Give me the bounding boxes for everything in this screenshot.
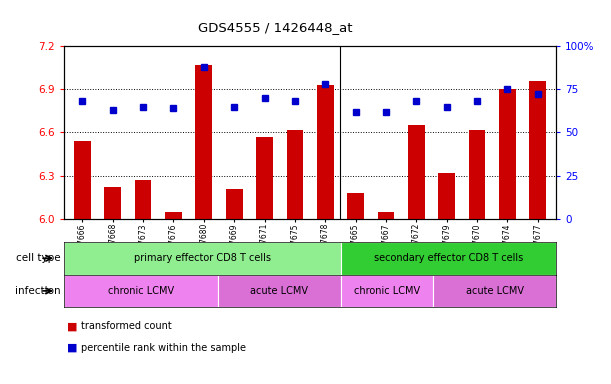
Text: percentile rank within the sample: percentile rank within the sample (81, 343, 246, 353)
Bar (256, 137, 273, 219)
Bar (408, 125, 425, 219)
Bar (218, 275, 341, 307)
Bar (530, 81, 546, 219)
Bar (347, 193, 364, 219)
Text: acute LCMV: acute LCMV (251, 286, 309, 296)
Text: ■: ■ (67, 321, 78, 331)
Bar (341, 242, 556, 275)
Text: primary effector CD8 T cells: primary effector CD8 T cells (134, 253, 271, 263)
Text: transformed count: transformed count (81, 321, 172, 331)
Text: chronic LCMV: chronic LCMV (354, 286, 420, 296)
Bar (438, 173, 455, 219)
Bar (74, 141, 90, 219)
Bar (104, 187, 121, 219)
Bar (317, 85, 334, 219)
Bar (499, 89, 516, 219)
Text: chronic LCMV: chronic LCMV (108, 286, 174, 296)
Text: ■: ■ (67, 343, 78, 353)
Text: infection: infection (15, 286, 61, 296)
Bar (341, 275, 433, 307)
Text: GDS4555 / 1426448_at: GDS4555 / 1426448_at (198, 21, 352, 34)
Text: secondary effector CD8 T cells: secondary effector CD8 T cells (374, 253, 523, 263)
Bar (64, 275, 218, 307)
Text: acute LCMV: acute LCMV (466, 286, 524, 296)
Bar (287, 129, 303, 219)
Bar (64, 242, 341, 275)
Bar (378, 212, 394, 219)
Text: cell type: cell type (16, 253, 61, 263)
Bar (469, 129, 485, 219)
Bar (165, 212, 182, 219)
Bar (196, 65, 212, 219)
Bar (135, 180, 152, 219)
Bar (226, 189, 243, 219)
Bar (433, 275, 556, 307)
